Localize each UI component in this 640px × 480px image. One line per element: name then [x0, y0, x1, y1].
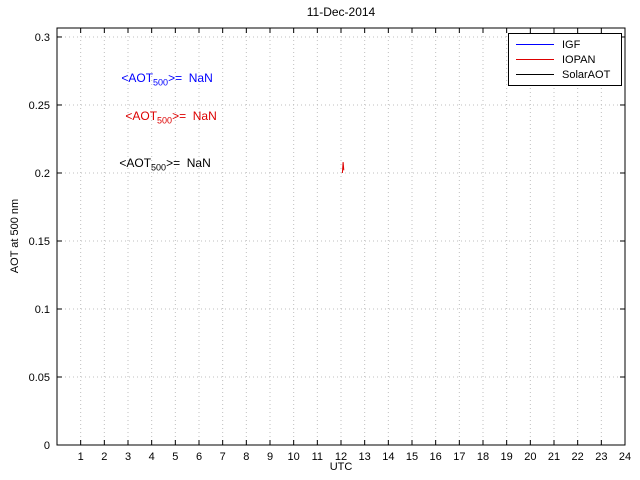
x-tick-label: 5 [172, 451, 178, 463]
annotation-text: <AOT [121, 71, 154, 85]
legend-label-iopan: IOPAN [562, 53, 596, 66]
legend: IGF IOPAN SolarAOT [508, 33, 622, 86]
x-tick-label: 13 [359, 451, 371, 463]
x-tick-label: 17 [453, 451, 465, 463]
x-tick-label: 24 [619, 451, 631, 463]
annotation-subscript: 500 [157, 115, 173, 126]
legend-item-iopan: IOPAN [509, 52, 621, 67]
x-tick-label: 16 [430, 451, 442, 463]
annotation-text: <AOT [119, 156, 152, 170]
x-tick-label: 10 [288, 451, 300, 463]
x-tick-label: 20 [524, 451, 536, 463]
x-tick-label: 11 [312, 451, 323, 463]
y-tick-label: 0.05 [29, 372, 50, 384]
x-tick-label: 15 [406, 451, 418, 463]
x-tick-label: 4 [149, 451, 155, 463]
y-tick-label: 0.3 [35, 32, 50, 44]
y-tick-label: 0.2 [35, 168, 50, 180]
annotation-igf-mean: <AOT500>= NaN [108, 57, 213, 101]
x-tick-label: 3 [125, 451, 131, 463]
x-tick-label: 14 [382, 451, 394, 463]
legend-line-igf [516, 44, 554, 45]
chart-title: 11-Dec-2014 [306, 5, 376, 19]
annotation-text: <AOT [125, 109, 158, 123]
x-tick-label: 9 [267, 451, 273, 463]
legend-label-igf: IGF [562, 38, 581, 51]
x-tick-label: 8 [243, 451, 249, 463]
annotation-solaraot-mean: <AOT500>= NaN [106, 142, 211, 186]
y-tick-label: 0.15 [29, 236, 50, 248]
x-tick-label: 23 [595, 451, 607, 463]
y-tick-label: 0 [44, 440, 50, 452]
x-tick-label: 18 [477, 451, 489, 463]
legend-label-solaraot: SolarAOT [562, 68, 611, 81]
y-tick-label: 0.1 [35, 304, 50, 316]
legend-item-igf: IGF [509, 37, 621, 52]
x-tick-label: 6 [196, 451, 202, 463]
x-tick-label: 22 [572, 451, 584, 463]
annotation-text: >= NaN [168, 71, 213, 85]
x-tick-label: 2 [101, 451, 107, 463]
x-tick-label: 12 [335, 451, 347, 463]
x-axis-label: UTC [329, 461, 353, 473]
y-axis-label: AOT at 500 nm [9, 198, 21, 274]
x-tick-label: 21 [548, 451, 560, 463]
x-tick-label: 19 [501, 451, 513, 463]
y-tick-label: 0.25 [29, 100, 50, 112]
annotation-text: >= NaN [166, 156, 211, 170]
annotation-subscript: 500 [151, 162, 167, 173]
annotation-subscript: 500 [153, 77, 169, 88]
x-tick-label: 1 [78, 451, 84, 463]
annotation-iopan-mean: <AOT500>= NaN [112, 95, 217, 139]
annotation-text: >= NaN [172, 109, 217, 123]
legend-item-solaraot: SolarAOT [509, 67, 621, 82]
legend-line-iopan [516, 59, 554, 60]
x-tick-label: 7 [220, 451, 226, 463]
series-IOPAN [341, 162, 345, 174]
legend-line-solaraot [516, 74, 554, 75]
